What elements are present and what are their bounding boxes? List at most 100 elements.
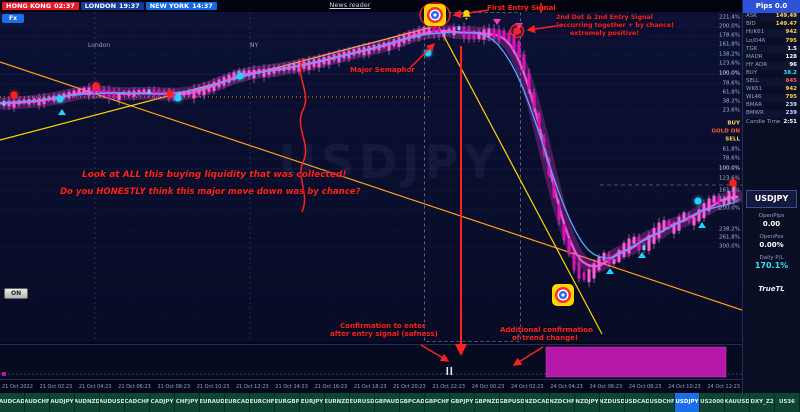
scale-label: 38.2% bbox=[722, 98, 740, 105]
x-axis-label: 24 Oct 00:23 bbox=[471, 383, 505, 390]
scale-label: 200.0% bbox=[719, 205, 740, 212]
daily-pl-label: Daily P/L bbox=[759, 254, 784, 261]
annotation-liquidity: Look at ALL this buying liquidity that w… bbox=[82, 170, 347, 180]
x-axis-label: 21 Oct 14:23 bbox=[275, 383, 308, 390]
ticker-symbol[interactable]: EURCAD bbox=[225, 393, 250, 412]
ticker-symbol[interactable]: AUDCHF bbox=[25, 393, 50, 412]
scale-label: 238.2% bbox=[719, 226, 740, 233]
ticker-symbol[interactable]: CADCHF bbox=[125, 393, 150, 412]
ticker-symbol[interactable]: GBPJPY bbox=[450, 393, 475, 412]
x-axis-label: 21 Oct 18:23 bbox=[353, 383, 387, 390]
ticker-symbol[interactable]: AUDUSD bbox=[100, 393, 125, 412]
session-clocks: HONG KONG 02:37 LONDON 19:37 NEW YORK 14:37 bbox=[2, 1, 217, 11]
x-axis-label: 21 Oct 2022 bbox=[2, 383, 33, 390]
annotation-honestly: Do you HONESTLY think this major move do… bbox=[60, 187, 361, 197]
ticker-symbol[interactable]: AUDNZD bbox=[75, 393, 100, 412]
daily-pl-block: Daily P/L 170.1% bbox=[743, 255, 800, 272]
ticker-symbol[interactable]: XAUUSD bbox=[725, 393, 750, 412]
on-toggle-button[interactable]: ON bbox=[4, 288, 29, 299]
ticker-symbol[interactable]: EURUSD bbox=[350, 393, 375, 412]
scale-label: 78.6% bbox=[722, 80, 740, 87]
quote-row: Candle Time 2:51 bbox=[746, 118, 797, 125]
cyan-signal-dot bbox=[174, 94, 182, 102]
x-axis-label: 24 Oct 12:23 bbox=[707, 383, 740, 390]
alert-bell-icon bbox=[462, 10, 471, 20]
quote-row: BUY 38.2 bbox=[746, 69, 797, 76]
ticker-symbol[interactable]: US2000 bbox=[700, 393, 725, 412]
ticker-symbol[interactable]: EURNZD bbox=[325, 393, 350, 412]
scale-label: 261.8% bbox=[719, 234, 740, 241]
annotation-first-entry: First Entry Signal bbox=[487, 4, 556, 12]
ticker-symbol[interactable]: GBPNZD bbox=[475, 393, 500, 412]
symbol-watermark: USDJPY bbox=[278, 135, 502, 189]
quote-row: Lo/D46 795 bbox=[746, 37, 797, 44]
ticker-symbol[interactable]: EURAUD bbox=[200, 393, 225, 412]
annotation-second-entry-1: 2nd Dot & 2nd Entry Signal bbox=[556, 14, 653, 21]
ticker-symbol[interactable]: EURGBP bbox=[275, 393, 300, 412]
ticker-symbol[interactable]: DXY_Z2 bbox=[750, 393, 775, 412]
scale-label: 161.8% bbox=[719, 41, 740, 48]
indicator-canvas bbox=[0, 346, 742, 378]
session-clock: LONDON 19:37 bbox=[80, 1, 144, 11]
news-reader-link[interactable]: News reader bbox=[329, 0, 371, 9]
up-arrow-marker bbox=[638, 252, 646, 258]
session-bar: HONG KONG 02:37 LONDON 19:37 NEW YORK 14:37 N… bbox=[0, 0, 742, 12]
platform-badge[interactable]: Fx bbox=[2, 14, 24, 23]
ticker-symbol[interactable]: NZDUSD bbox=[600, 393, 625, 412]
scale-label: 123.6% bbox=[719, 175, 740, 182]
ticker-symbol[interactable]: AUDCAD bbox=[0, 393, 25, 412]
open-pos-label: OpenPos bbox=[759, 233, 784, 240]
time-axis: 21 Oct 2022 21 Oct 02:23 21 Oct 04:23 21 Oc… bbox=[0, 381, 742, 393]
up-arrow-marker bbox=[698, 222, 706, 228]
ticker-symbol[interactable]: GBPCHF bbox=[425, 393, 450, 412]
up-arrow-marker bbox=[58, 109, 66, 115]
quote-row: MADR 128 bbox=[746, 53, 797, 60]
quote-row: ASK 149.49 bbox=[743, 13, 800, 22]
ticker-symbol-selected[interactable]: USDJPY bbox=[675, 393, 700, 412]
ticker-symbol[interactable]: AUDJPY bbox=[50, 393, 75, 412]
ticker-symbol[interactable]: GBPUSD bbox=[500, 393, 525, 412]
indicator-panel[interactable] bbox=[0, 344, 742, 380]
ticker-symbol[interactable]: USDCAD bbox=[625, 393, 650, 412]
ticker-symbol[interactable]: USDCHF bbox=[650, 393, 675, 412]
ticker-symbol[interactable]: GBPAUD bbox=[375, 393, 400, 412]
scale-label: 78.6% bbox=[722, 155, 740, 162]
ticker-symbol[interactable]: CHFJPY bbox=[175, 393, 200, 412]
scale-label: 100.0% bbox=[719, 165, 740, 172]
ticker-symbol[interactable]: EURJPY bbox=[300, 393, 325, 412]
quote-rows: ASK 149.49 BID 149.47 Hi/K61 942 Lo/D46 795 TGK 1… bbox=[743, 13, 800, 126]
x-axis-label: 24 Oct 08:23 bbox=[628, 383, 662, 390]
session-clock: NEW YORK 14:37 bbox=[145, 1, 217, 11]
london-session-label: London bbox=[88, 42, 110, 49]
ticker-symbol[interactable]: GBPCAD bbox=[400, 393, 425, 412]
quote-row: TGK 1.5 bbox=[743, 45, 800, 54]
annotation-second-entry-3: extremely positive! bbox=[570, 30, 640, 37]
scale-label: 23.6% bbox=[722, 107, 740, 114]
ticker-symbol[interactable]: NZDCAD bbox=[525, 393, 550, 412]
cyan-signal-dot bbox=[236, 72, 244, 80]
ticker-symbol[interactable]: NZDJPY bbox=[575, 393, 600, 412]
ticker-symbol[interactable]: CADJPY bbox=[150, 393, 175, 412]
x-axis-label: 21 Oct 20:23 bbox=[393, 383, 426, 390]
annotation-second-entry-2: (occurring together + by chance) bbox=[556, 22, 674, 29]
scale-label: 100.0% bbox=[719, 70, 740, 77]
x-axis-label: 24 Oct 06:23 bbox=[589, 383, 623, 390]
ticker-symbol[interactable]: EURCHF bbox=[250, 393, 275, 412]
cyan-signal-dot bbox=[56, 95, 64, 103]
scale-label: 61.8% bbox=[722, 146, 740, 153]
semaphore-top-icon bbox=[424, 4, 446, 26]
x-axis-label: 21 Oct 22:23 bbox=[432, 383, 466, 390]
quote-row: HY ADR 96 bbox=[743, 61, 800, 70]
chart-canvas[interactable] bbox=[0, 12, 742, 342]
quote-row: BMWR 239 bbox=[743, 110, 800, 119]
scale-label: 61.8% bbox=[722, 89, 740, 96]
annotation-additional-1: Additional confirmation bbox=[500, 326, 594, 334]
annotation-additional-2: of trend change! bbox=[512, 334, 579, 342]
ticker-symbol[interactable]: U536 bbox=[775, 393, 800, 412]
ticker-symbol[interactable]: NZDCHF bbox=[550, 393, 575, 412]
x-axis-label: 21 Oct 06:23 bbox=[118, 383, 151, 390]
scale-label: 138.2% bbox=[719, 51, 740, 58]
price-chart[interactable]: Fx USDJPY London NY ON 221.4% 200.0% 178.6… bbox=[0, 12, 742, 342]
cyan-signal-dot bbox=[424, 49, 432, 57]
x-axis-label: 21 Oct 10:23 bbox=[196, 383, 230, 390]
